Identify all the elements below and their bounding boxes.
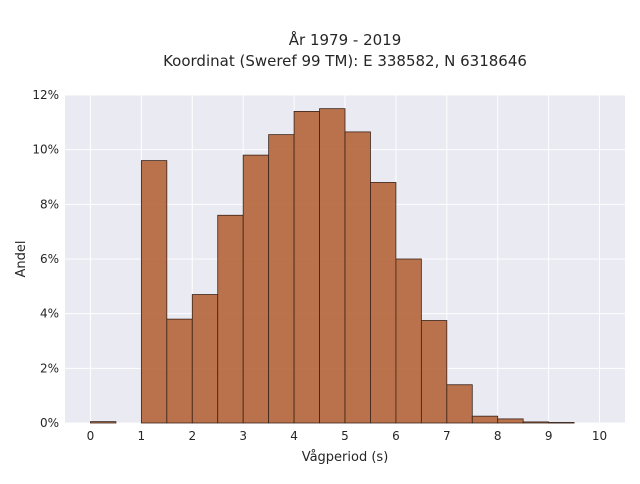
x-tick-label: 1 bbox=[138, 429, 146, 443]
x-tick-label: 0 bbox=[87, 429, 95, 443]
x-axis-label: Vågperiod (s) bbox=[302, 450, 389, 465]
y-tick-label: 6% bbox=[40, 252, 59, 266]
x-tick-label: 9 bbox=[545, 429, 553, 443]
histogram-bar bbox=[446, 384, 473, 424]
x-tick-label: 3 bbox=[239, 429, 247, 443]
histogram-bar bbox=[217, 214, 244, 424]
histogram-bar bbox=[522, 421, 550, 424]
histogram-bar bbox=[420, 320, 448, 424]
histogram-bar bbox=[140, 160, 168, 424]
x-tick-label: 6 bbox=[392, 429, 400, 443]
histogram-bar bbox=[344, 131, 371, 424]
x-axis-ticks: 0 1 2 3 4 5 6 7 8 9 10 bbox=[87, 429, 608, 443]
y-tick-label: 10% bbox=[32, 143, 59, 157]
histogram-bar bbox=[319, 108, 346, 424]
y-axis-ticks: 0% 2% 4% 6% 8% 10% 12% bbox=[32, 88, 59, 430]
x-tick-label: 2 bbox=[188, 429, 196, 443]
histogram-bar bbox=[268, 134, 295, 424]
histogram-bar bbox=[395, 258, 422, 424]
histogram-bar bbox=[90, 421, 117, 424]
y-tick-label: 4% bbox=[40, 307, 59, 321]
histogram-bar bbox=[370, 182, 397, 424]
histogram-bar bbox=[166, 318, 193, 424]
bars-group bbox=[90, 108, 575, 424]
y-tick-label: 0% bbox=[40, 416, 59, 430]
y-tick-label: 12% bbox=[32, 88, 59, 102]
x-tick-label: 4 bbox=[290, 429, 298, 443]
histogram-bar bbox=[191, 294, 219, 424]
x-tick-label: 5 bbox=[341, 429, 349, 443]
histogram-bar bbox=[242, 154, 270, 424]
x-tick-label: 8 bbox=[494, 429, 502, 443]
chart-title-line1: År 1979 - 2019 bbox=[289, 30, 402, 49]
x-tick-label: 10 bbox=[592, 429, 607, 443]
histogram-bar bbox=[497, 418, 524, 424]
histogram-bar bbox=[548, 422, 575, 424]
y-tick-label: 2% bbox=[40, 361, 59, 375]
x-tick-label: 7 bbox=[443, 429, 451, 443]
histogram-bar bbox=[293, 111, 320, 424]
histogram-bar bbox=[471, 415, 499, 424]
y-tick-label: 8% bbox=[40, 197, 59, 211]
chart-title-line2: Koordinat (Sweref 99 TM): E 338582, N 63… bbox=[163, 52, 527, 70]
y-axis-label: Andel bbox=[14, 241, 29, 278]
